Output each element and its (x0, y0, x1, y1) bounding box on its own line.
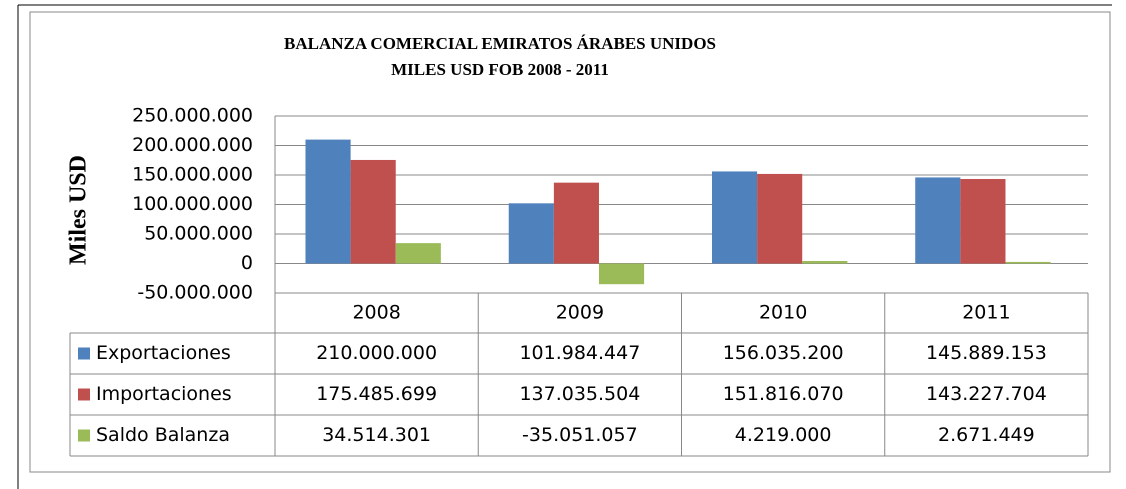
bar (960, 178, 1006, 264)
y-tick-label: -50.000.000 (137, 282, 253, 304)
data-label: 34.514.301 (322, 424, 431, 446)
y-tick-label: 0 (241, 252, 253, 274)
data-label: 145.889.153 (926, 342, 1047, 364)
data-label: 2.671.449 (938, 424, 1035, 446)
bar (350, 159, 396, 264)
data-label: 210.000.000 (316, 342, 437, 364)
y-tick-label: 250.000.000 (132, 105, 253, 127)
data-label: 4.219.000 (735, 424, 832, 446)
data-label: 143.227.704 (926, 383, 1047, 405)
x-tick-label: 2011 (962, 302, 1010, 324)
bar (305, 139, 351, 264)
chart-subtitle: MILES USD FOB 2008 - 2011 (391, 60, 609, 79)
bar (395, 243, 441, 264)
legend-label: Exportaciones (96, 342, 231, 364)
data-label: -35.051.057 (522, 424, 638, 446)
data-label: 101.984.447 (519, 342, 640, 364)
y-tick-label: 100.000.000 (132, 193, 253, 215)
x-tick-label: 2008 (352, 302, 400, 324)
y-axis-label: Miles USD (66, 155, 92, 265)
y-tick-label: 50.000.000 (144, 223, 253, 245)
y-tick-label: 200.000.000 (132, 134, 253, 156)
legend-label: Importaciones (96, 383, 232, 405)
bar (598, 263, 645, 285)
data-label: 175.485.699 (316, 383, 437, 405)
bar (553, 182, 599, 264)
x-tick-label: 2009 (556, 302, 604, 324)
legend-key (78, 388, 90, 401)
data-label: 156.035.200 (723, 342, 844, 364)
bar (711, 171, 758, 264)
bar (915, 177, 961, 264)
bar (1005, 261, 1051, 264)
legend-key (78, 429, 90, 442)
bar (757, 173, 803, 264)
x-tick-label: 2010 (759, 302, 807, 324)
legend-label: Saldo Balanza (96, 424, 230, 446)
bar (802, 261, 848, 264)
bar (508, 203, 554, 264)
chart-title: BALANZA COMERCIAL EMIRATOS ÁRABES UNIDOS (284, 34, 716, 53)
legend-key (78, 347, 90, 360)
y-tick-label: 150.000.000 (132, 164, 253, 186)
data-label: 151.816.070 (723, 383, 844, 405)
data-label: 137.035.504 (519, 383, 640, 405)
